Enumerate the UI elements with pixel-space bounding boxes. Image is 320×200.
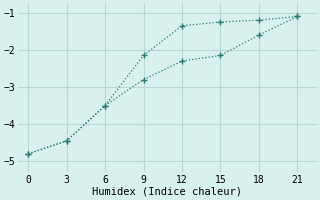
X-axis label: Humidex (Indice chaleur): Humidex (Indice chaleur) <box>92 187 242 197</box>
